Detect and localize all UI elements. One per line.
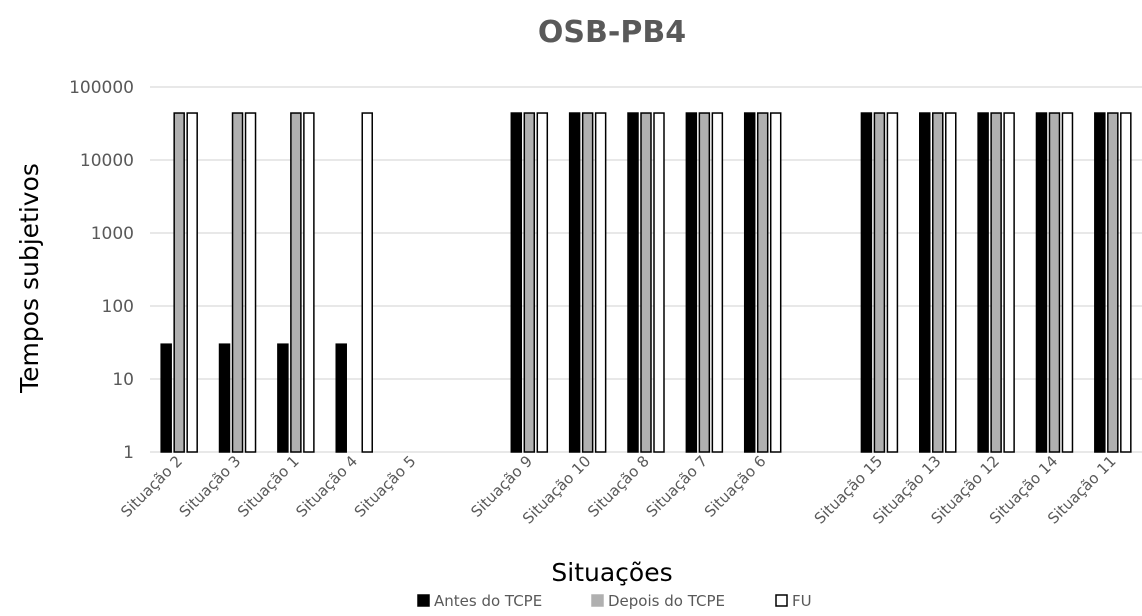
bar-fu	[886, 112, 899, 453]
x-tick-label: Situação 4	[292, 452, 361, 521]
bar-antes	[743, 112, 756, 453]
bar-antes	[510, 112, 523, 453]
legend-swatch	[591, 594, 604, 607]
y-axis-label: Tempos subjetivos	[15, 163, 44, 394]
bar-antes	[160, 343, 172, 453]
legend-label: FU	[792, 592, 812, 610]
x-tick-label: Situação 8	[584, 452, 653, 521]
legend-label: Depois do TCPE	[608, 592, 725, 610]
y-tick-label: 10000	[80, 151, 134, 171]
bar-depois	[873, 112, 886, 453]
bar-fu	[769, 112, 782, 453]
bar-antes	[977, 112, 989, 453]
x-tick-label: Situação 1	[234, 452, 303, 521]
x-tick-label: Situação 7	[642, 452, 711, 521]
bar-antes	[685, 112, 698, 453]
bar-fu	[1061, 112, 1074, 453]
bars	[160, 112, 1132, 453]
y-tick-labels: 1 10 100 1000 10000 100000	[69, 78, 134, 463]
bar-depois	[990, 112, 1002, 453]
legend-swatch	[775, 594, 788, 607]
x-tick-label: Situação 5	[351, 452, 420, 521]
bar-fu	[361, 112, 373, 453]
bar-depois	[1048, 112, 1061, 453]
y-tick-label: 100	[102, 297, 134, 317]
bar-antes	[919, 112, 931, 453]
bar-fu	[536, 112, 549, 453]
y-tick-label: 10	[112, 370, 134, 390]
bar-fu	[711, 112, 724, 453]
bar-depois	[698, 112, 711, 453]
bar-antes	[1035, 112, 1048, 453]
bar-antes	[1094, 112, 1106, 453]
x-axis-label: Situações	[551, 558, 672, 587]
bar-antes	[218, 343, 231, 453]
bar-antes	[335, 343, 347, 453]
legend-swatch	[417, 594, 430, 607]
bar-fu	[1120, 112, 1132, 453]
y-tick-label: 1	[123, 443, 134, 463]
legend-label: Antes do TCPE	[434, 592, 542, 610]
bar-depois	[290, 112, 302, 453]
bar-depois	[640, 112, 652, 453]
bar-antes	[277, 343, 289, 453]
chart-title: OSB-PB4	[538, 15, 686, 50]
bar-antes	[860, 112, 873, 453]
bar-fu	[303, 112, 315, 453]
x-tick-label: Situação 6	[701, 452, 770, 521]
bar-fu	[1003, 112, 1015, 453]
x-tick-label: Situação 3	[176, 452, 245, 521]
bar-depois	[231, 112, 244, 453]
bar-depois	[932, 112, 944, 453]
bar-depois	[581, 112, 594, 453]
bar-depois	[756, 112, 769, 453]
bar-antes	[627, 112, 639, 453]
bar-fu	[186, 112, 198, 453]
y-tick-label: 100000	[69, 78, 134, 98]
bar-fu	[653, 112, 665, 453]
bar-fu	[244, 112, 257, 453]
bar-depois	[173, 112, 185, 453]
bar-depois	[523, 112, 536, 453]
y-tick-label: 1000	[91, 224, 134, 244]
bar-fu	[945, 112, 957, 453]
legend: Antes do TCPE Depois do TCPE FU	[417, 592, 812, 610]
bar-depois	[1107, 112, 1119, 453]
bar-fu	[594, 112, 607, 453]
bar-antes	[568, 112, 581, 453]
